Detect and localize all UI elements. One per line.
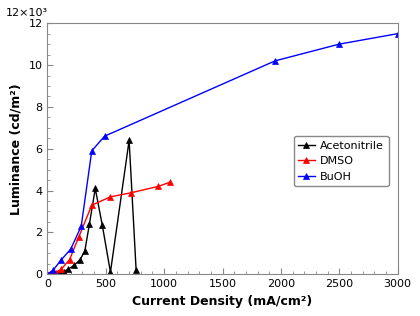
- Acetonitrile: [78, 258, 83, 262]
- Acetonitrile: [51, 272, 56, 276]
- DMSO: [89, 203, 94, 207]
- BuOH: [79, 224, 84, 228]
- Text: 12×10³: 12×10³: [5, 8, 47, 18]
- Acetonitrile: [100, 223, 105, 227]
- Acetonitrile: [82, 249, 87, 253]
- BuOH: [59, 258, 64, 262]
- Y-axis label: Luminance (cd/m²): Luminance (cd/m²): [10, 83, 23, 215]
- BuOH: [102, 134, 107, 138]
- DMSO: [67, 258, 72, 262]
- Acetonitrile: [93, 186, 98, 190]
- BuOH: [337, 42, 342, 46]
- BuOH: [45, 272, 50, 276]
- Line: DMSO: DMSO: [44, 179, 173, 278]
- DMSO: [129, 191, 134, 195]
- Acetonitrile: [72, 263, 77, 267]
- DMSO: [45, 272, 50, 276]
- BuOH: [395, 32, 400, 36]
- Acetonitrile: [45, 272, 50, 276]
- Line: Acetonitrile: Acetonitrile: [44, 137, 139, 278]
- BuOH: [51, 268, 56, 272]
- Acetonitrile: [53, 272, 58, 276]
- DMSO: [76, 235, 81, 239]
- Acetonitrile: [126, 138, 131, 142]
- DMSO: [108, 195, 113, 199]
- Acetonitrile: [47, 272, 52, 276]
- DMSO: [48, 272, 53, 276]
- Legend: Acetonitrile, DMSO, BuOH: Acetonitrile, DMSO, BuOH: [294, 136, 388, 186]
- BuOH: [273, 59, 278, 63]
- Acetonitrile: [66, 267, 71, 271]
- Acetonitrile: [58, 271, 63, 275]
- Acetonitrile: [61, 270, 66, 274]
- DMSO: [53, 271, 58, 275]
- DMSO: [59, 267, 64, 271]
- BuOH: [89, 149, 94, 153]
- Acetonitrile: [55, 272, 60, 276]
- BuOH: [68, 247, 73, 251]
- X-axis label: Current Density (mA/cm²): Current Density (mA/cm²): [132, 295, 312, 308]
- DMSO: [156, 185, 161, 188]
- Acetonitrile: [108, 270, 113, 274]
- Line: BuOH: BuOH: [44, 30, 401, 278]
- Acetonitrile: [134, 268, 139, 272]
- Acetonitrile: [50, 272, 55, 276]
- DMSO: [168, 180, 173, 184]
- Acetonitrile: [87, 222, 92, 226]
